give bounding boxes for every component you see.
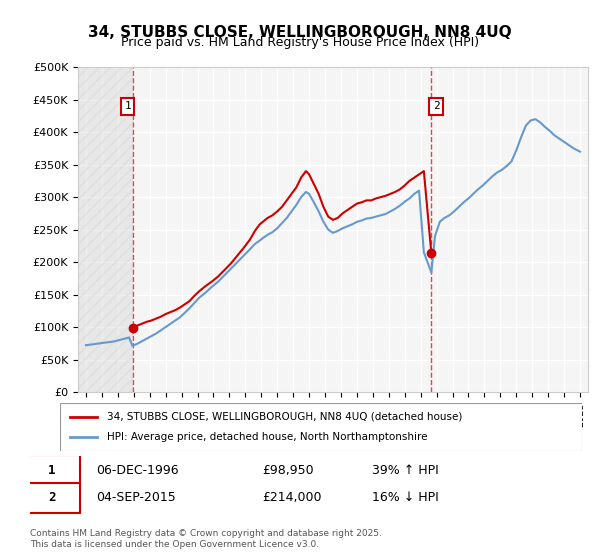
Text: £214,000: £214,000: [262, 492, 322, 505]
Text: 04-SEP-2015: 04-SEP-2015: [96, 492, 176, 505]
Text: 34, STUBBS CLOSE, WELLINGBOROUGH, NN8 4UQ (detached house): 34, STUBBS CLOSE, WELLINGBOROUGH, NN8 4U…: [107, 412, 463, 422]
Text: 34, STUBBS CLOSE, WELLINGBOROUGH, NN8 4UQ: 34, STUBBS CLOSE, WELLINGBOROUGH, NN8 4U…: [88, 25, 512, 40]
Text: 39% ↑ HPI: 39% ↑ HPI: [372, 464, 439, 477]
Text: 2: 2: [433, 101, 439, 111]
FancyBboxPatch shape: [25, 483, 80, 513]
Text: £98,950: £98,950: [262, 464, 313, 477]
Text: 06-DEC-1996: 06-DEC-1996: [96, 464, 179, 477]
Text: 1: 1: [124, 101, 131, 111]
FancyBboxPatch shape: [25, 455, 80, 485]
Text: Price paid vs. HM Land Registry's House Price Index (HPI): Price paid vs. HM Land Registry's House …: [121, 36, 479, 49]
Text: 2: 2: [49, 492, 56, 505]
Text: 1: 1: [49, 464, 56, 477]
Text: HPI: Average price, detached house, North Northamptonshire: HPI: Average price, detached house, Nort…: [107, 432, 427, 441]
Bar: [78, 67, 133, 392]
FancyBboxPatch shape: [60, 403, 582, 451]
Text: 16% ↓ HPI: 16% ↓ HPI: [372, 492, 439, 505]
Text: Contains HM Land Registry data © Crown copyright and database right 2025.
This d: Contains HM Land Registry data © Crown c…: [30, 529, 382, 549]
